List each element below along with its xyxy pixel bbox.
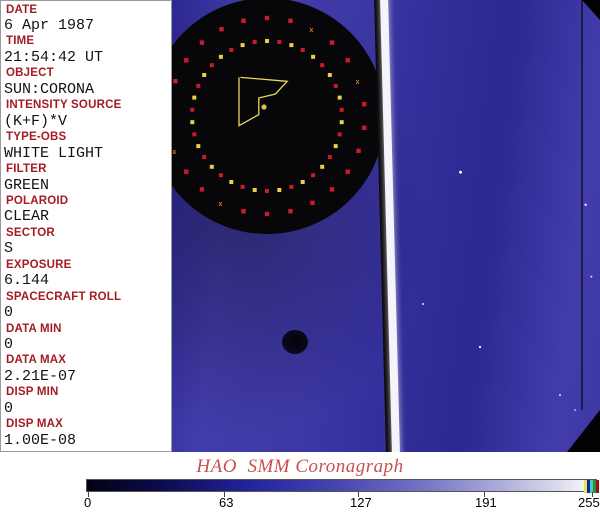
svg-text:x: x <box>356 79 360 86</box>
svg-text:x: x <box>310 27 314 34</box>
svg-text:x: x <box>219 201 223 208</box>
svg-text:x: x <box>172 149 176 156</box>
